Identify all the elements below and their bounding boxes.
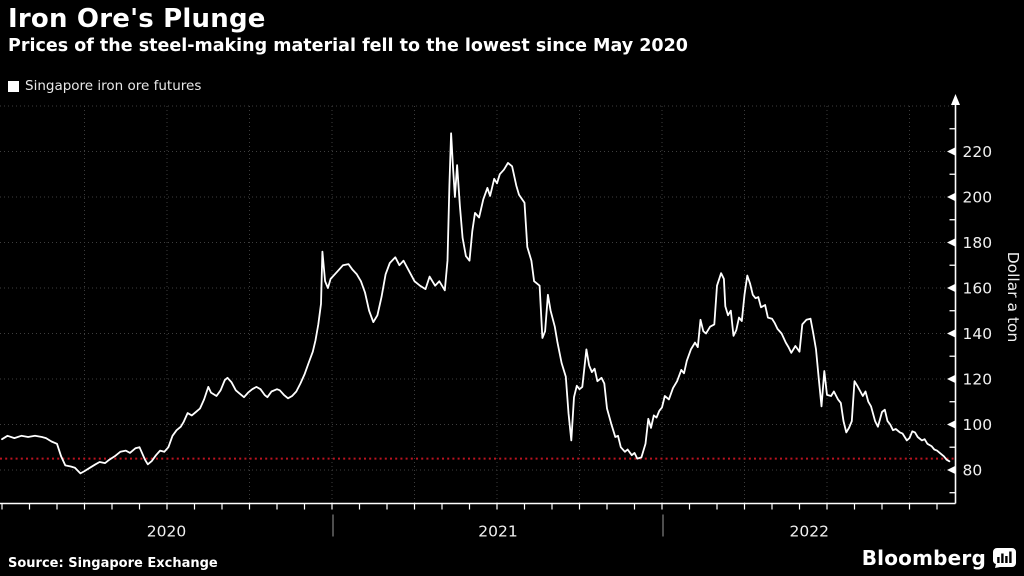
- y-axis-arrow-icon: [951, 94, 960, 105]
- y-tick-label: 80: [963, 461, 983, 479]
- y-tick-label: 200: [963, 188, 993, 206]
- brand-wordmark: Bloomberg: [861, 546, 986, 570]
- y-tick-label: 160: [963, 279, 993, 297]
- y-axis-title: Dollar a ton: [1004, 252, 1022, 343]
- y-tick-label: 180: [963, 234, 993, 252]
- page-subtitle: Prices of the steel-making material fell…: [8, 36, 688, 56]
- y-tick-label: 100: [963, 416, 993, 434]
- x-year-label: 2022: [790, 523, 829, 541]
- legend-label: Singapore iron ore futures: [25, 78, 202, 94]
- y-major-tick: [947, 329, 956, 338]
- y-major-tick: [947, 192, 956, 202]
- y-major-tick: [947, 147, 956, 156]
- bloomberg-logo-icon: [993, 548, 1016, 568]
- y-tick-label: 120: [963, 370, 993, 388]
- x-year-label: 2021: [478, 523, 517, 541]
- legend-swatch-icon: [8, 80, 19, 92]
- page-title: Iron Ore's Plunge: [8, 4, 266, 34]
- y-major-tick: [947, 283, 956, 293]
- y-tick-label: 220: [963, 143, 993, 161]
- y-major-tick: [947, 238, 956, 247]
- y-tick-label: 140: [963, 325, 993, 343]
- legend: Singapore iron ore futures: [8, 78, 201, 94]
- y-major-tick: [947, 465, 956, 475]
- price-line: [1, 132, 951, 475]
- y-major-tick: [947, 420, 956, 429]
- source-note: Source: Singapore Exchange: [8, 556, 218, 571]
- x-year-label: 2020: [147, 523, 186, 541]
- brand-footer: Bloomberg: [862, 546, 1016, 570]
- y-major-tick: [947, 374, 956, 384]
